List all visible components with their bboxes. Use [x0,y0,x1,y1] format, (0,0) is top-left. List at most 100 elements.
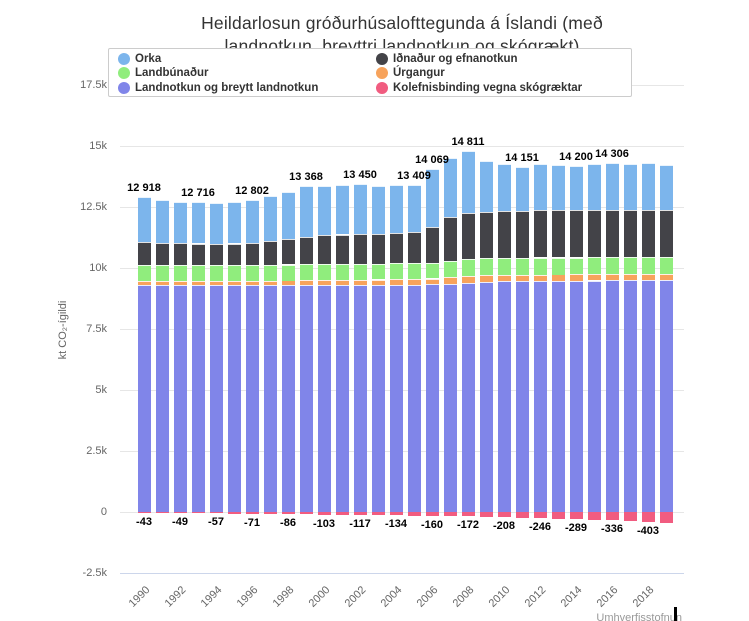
bar-segment-kolefnisbinding[interactable] [659,512,673,523]
bar-segment-urgangur[interactable] [227,280,241,286]
bar-segment-landnotkun[interactable] [515,281,529,512]
bar-segment-landbunadur[interactable] [263,264,277,281]
bar-segment-urgangur[interactable] [641,274,655,281]
bar-segment-kolefnisbinding[interactable] [263,512,277,514]
bar-segment-landbunadur[interactable] [659,257,673,274]
bar-segment-orka[interactable] [461,150,475,213]
bar-segment-orka[interactable] [551,165,565,211]
bar-segment-idnadur[interactable] [659,209,673,258]
bar-segment-landbunadur[interactable] [137,265,151,282]
bar-segment-kolefnisbinding[interactable] [569,512,583,520]
bar-segment-landbunadur[interactable] [443,261,457,278]
bar-segment-landnotkun[interactable] [209,285,223,512]
legend-item-kolefnisbinding[interactable]: Kolefnisbinding vegna skógræktar [376,81,631,95]
bar-segment-kolefnisbinding[interactable] [371,512,385,516]
bar-segment-urgangur[interactable] [299,280,313,285]
bar-segment-idnadur[interactable] [209,243,223,266]
bar-segment-landbunadur[interactable] [155,265,169,282]
bar-segment-landbunadur[interactable] [587,257,601,275]
bar-segment-idnadur[interactable] [137,242,151,266]
bar-segment-urgangur[interactable] [425,278,439,285]
bar-segment-idnadur[interactable] [479,211,493,259]
bar-segment-idnadur[interactable] [533,210,547,258]
bar-segment-landnotkun[interactable] [497,281,511,512]
bar-segment-orka[interactable] [227,202,241,244]
bar-segment-landbunadur[interactable] [389,263,403,280]
bar-segment-urgangur[interactable] [263,280,277,286]
bar-segment-idnadur[interactable] [443,216,457,262]
bar-segment-urgangur[interactable] [479,275,493,282]
bar-segment-landnotkun[interactable] [227,285,241,512]
bar-segment-kolefnisbinding[interactable] [299,512,313,515]
bar-segment-urgangur[interactable] [209,281,223,286]
bar-segment-landbunadur[interactable] [209,265,223,281]
bar-segment-landbunadur[interactable] [299,264,313,281]
bar-segment-orka[interactable] [299,185,313,237]
bar-segment-idnadur[interactable] [587,209,601,258]
bar-segment-landnotkun[interactable] [353,284,367,512]
bar-segment-landnotkun[interactable] [425,284,439,512]
bar-segment-kolefnisbinding[interactable] [317,512,331,515]
bar-segment-idnadur[interactable] [173,243,187,266]
bar-segment-landbunadur[interactable] [245,265,259,281]
bar-segment-landnotkun[interactable] [605,280,619,512]
bar-segment-kolefnisbinding[interactable] [443,512,457,517]
bar-segment-landnotkun[interactable] [245,285,259,512]
bar-segment-landnotkun[interactable] [443,283,457,512]
bar-segment-orka[interactable] [587,164,601,210]
bar-segment-kolefnisbinding[interactable] [407,512,421,516]
bar-segment-orka[interactable] [569,165,583,211]
bar-segment-landnotkun[interactable] [137,285,151,512]
bar-segment-kolefnisbinding[interactable] [533,512,547,518]
bar-segment-idnadur[interactable] [155,242,169,266]
bar-segment-landbunadur[interactable] [371,263,385,280]
bar-segment-orka[interactable] [263,196,277,242]
bar-segment-urgangur[interactable] [155,281,169,286]
bar-segment-idnadur[interactable] [281,239,295,265]
bar-segment-landbunadur[interactable] [461,259,475,276]
bar-segment-landbunadur[interactable] [281,264,295,281]
bar-segment-urgangur[interactable] [497,274,511,282]
bar-segment-idnadur[interactable] [407,232,421,264]
bar-segment-orka[interactable] [371,185,385,234]
bar-segment-kolefnisbinding[interactable] [479,512,493,517]
bar-segment-orka[interactable] [605,162,619,210]
bar-segment-orka[interactable] [425,168,439,227]
bar-segment-idnadur[interactable] [335,234,349,264]
bar-segment-orka[interactable] [191,201,205,244]
bar-segment-idnadur[interactable] [497,210,511,258]
bar-segment-kolefnisbinding[interactable] [209,512,223,514]
bar-segment-idnadur[interactable] [551,210,565,258]
legend-item-landbunadur[interactable]: Landbúnaður [118,66,376,80]
bar-segment-urgangur[interactable] [551,274,565,281]
bar-segment-kolefnisbinding[interactable] [353,512,367,515]
legend-item-idnadur[interactable]: Iðnaður og efnanotkun [376,52,631,66]
bar-segment-kolefnisbinding[interactable] [461,512,475,517]
bar-segment-urgangur[interactable] [587,274,601,281]
bar-segment-orka[interactable] [353,183,367,234]
bar-segment-idnadur[interactable] [317,235,331,264]
bar-segment-kolefnisbinding[interactable] [587,512,601,520]
bar-segment-orka[interactable] [623,164,637,210]
bar-segment-urgangur[interactable] [173,281,187,286]
bar-segment-landnotkun[interactable] [407,284,421,512]
bar-segment-kolefnisbinding[interactable] [623,512,637,521]
bar-segment-urgangur[interactable] [389,279,403,285]
bar-segment-idnadur[interactable] [641,209,655,258]
bar-segment-landbunadur[interactable] [335,263,349,280]
bar-segment-landnotkun[interactable] [569,280,583,512]
bar-segment-landnotkun[interactable] [551,280,565,512]
bar-segment-kolefnisbinding[interactable] [515,512,529,518]
bar-segment-kolefnisbinding[interactable] [155,512,169,514]
bar-segment-idnadur[interactable] [515,210,529,258]
bar-segment-landnotkun[interactable] [263,285,277,512]
bar-segment-orka[interactable] [659,165,673,210]
bar-segment-orka[interactable] [155,200,169,243]
bar-segment-landbunadur[interactable] [479,258,493,276]
bar-segment-idnadur[interactable] [623,209,637,258]
bar-segment-urgangur[interactable] [605,274,619,281]
bar-segment-landbunadur[interactable] [227,265,241,281]
bar-segment-urgangur[interactable] [569,274,583,281]
bar-segment-kolefnisbinding[interactable] [335,512,349,515]
bar-segment-orka[interactable] [641,162,655,210]
